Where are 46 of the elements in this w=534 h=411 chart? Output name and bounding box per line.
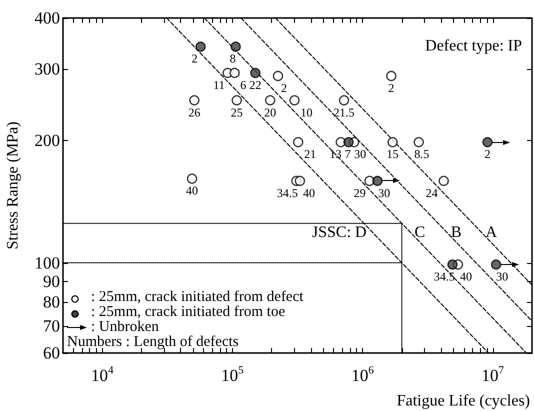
annotation: 30 [378,186,390,200]
series-label: JSSC: D [312,224,367,241]
annotation: 30 [496,270,508,284]
annotation: 2 [388,81,394,96]
annotation: 25 [230,105,243,120]
y-tick-label: 80 [43,292,60,312]
annotation: 8 [230,52,236,66]
annotation: 22 [249,78,262,92]
annotation: 2 [484,147,490,162]
annotation: 20 [264,105,276,120]
annotation: 26 [188,105,200,120]
annotation: 6 [240,78,246,92]
annotation: 21 [304,147,316,162]
y-tick-label: 70 [43,316,60,336]
y-tick-label: 100 [34,253,60,272]
annotation: 10 [300,105,313,120]
y-tick-label: 400 [34,8,60,28]
x-axis-title: Fatigue Life (cycles) [396,392,530,410]
annotation: 34.5 [434,270,455,284]
annotation: 29 [354,186,366,200]
annotation: 15 [386,147,399,162]
annotation: 40 [186,184,198,198]
annotation: Defect type: IP [425,38,522,54]
y-tick-label: 60 [43,344,60,362]
y-axis-title: Stress Range (MPa) [4,122,22,250]
annotation: 11 [213,78,225,92]
legend-label: : 25mm, crack initiated from toe [91,304,286,320]
series-label: A [485,224,498,241]
annotation: 40 [460,270,472,284]
annotation: : Unbroken [91,319,159,335]
legend-label: : 25mm, crack initiated from defect [91,289,304,305]
annotation: 34.5 [276,186,298,200]
y-tick-label: 300 [34,59,60,78]
series-label: B [450,224,462,241]
annotation: 30 [354,147,366,162]
annotation: Numbers : Length of defects [67,334,239,350]
y-tick-label: 90 [43,272,60,291]
annotation: 7 [344,147,351,162]
annotation: 2 [192,52,198,66]
series-label: C [414,224,426,241]
annotation: 2 [281,81,287,96]
annotation: 40 [302,186,315,200]
annotation: 8.5 [414,147,430,162]
annotation: 24 [426,186,438,200]
y-tick-label: 200 [34,130,60,150]
annotation: 21.5 [334,105,355,120]
